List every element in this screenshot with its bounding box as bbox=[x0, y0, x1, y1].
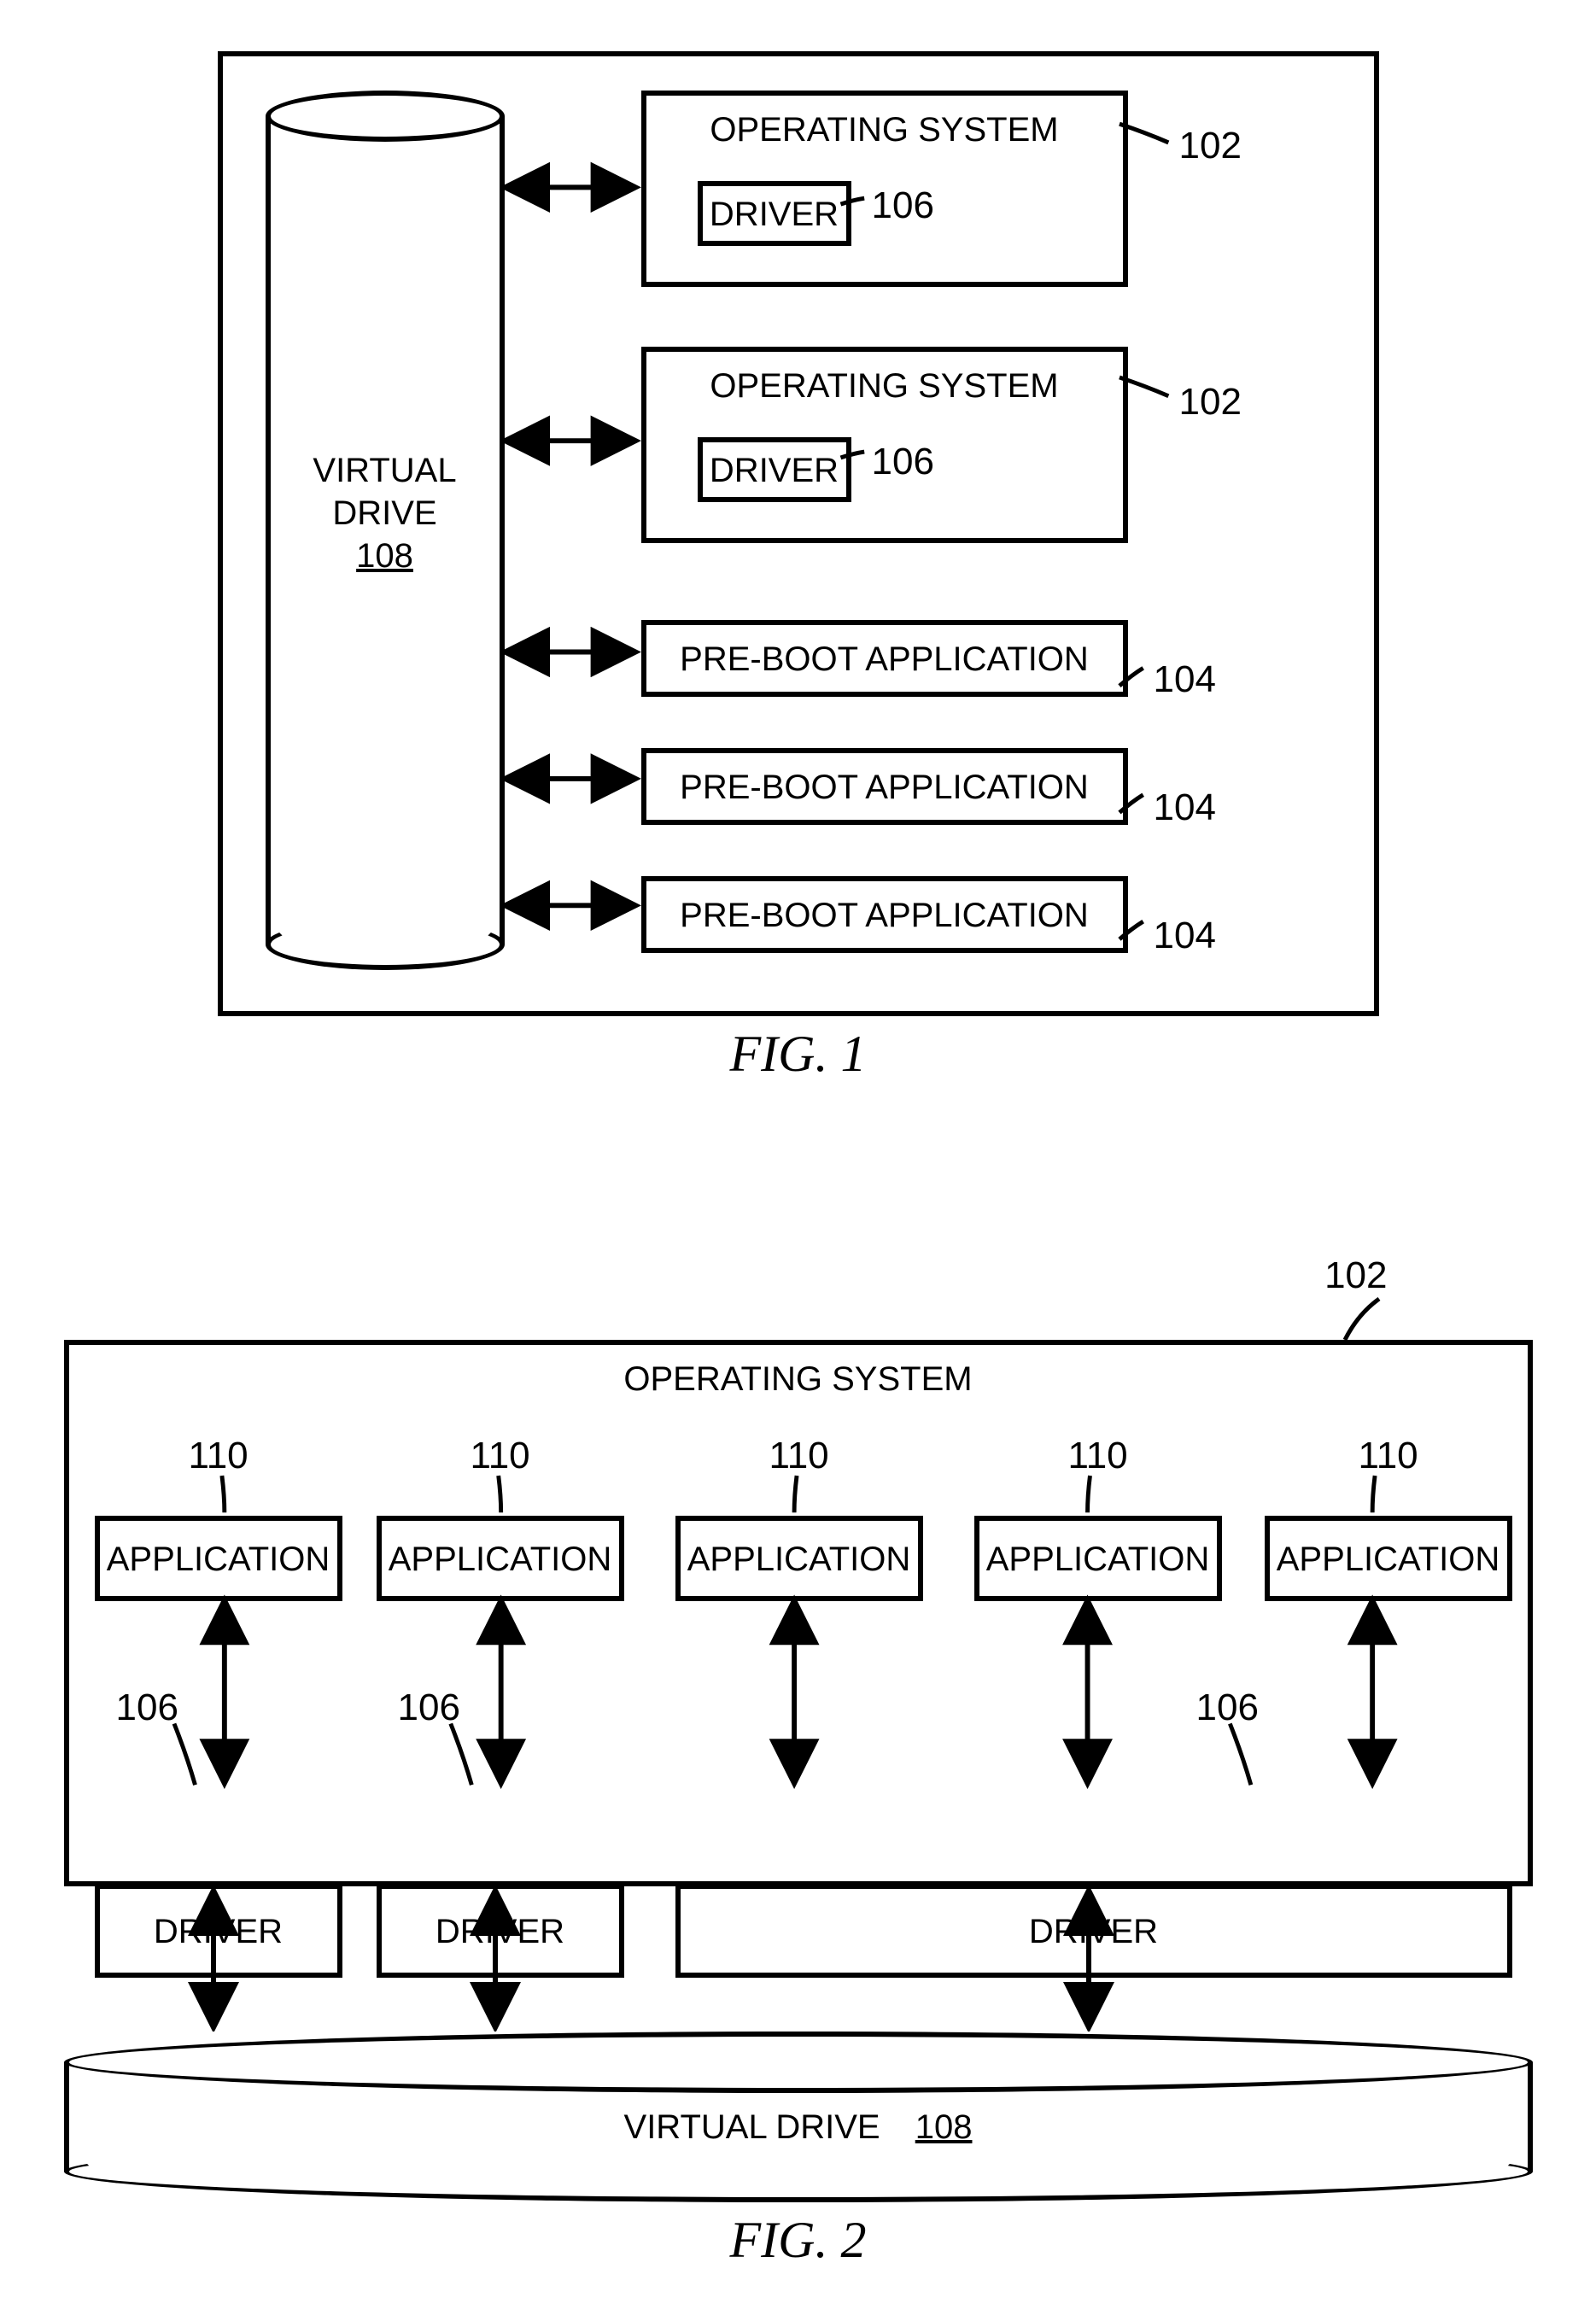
ref-label: 110 bbox=[1359, 1435, 1418, 1477]
ref-label: 102 bbox=[1179, 125, 1242, 167]
fig2-driver-disc-arrows bbox=[64, 1886, 1533, 2032]
virtual-drive-disc: VIRTUAL DRIVE 108 bbox=[64, 2032, 1533, 2202]
ref-label: 104 bbox=[1154, 915, 1216, 957]
os-title: OPERATING SYSTEM bbox=[646, 111, 1123, 149]
fig1-right-stack: OPERATING SYSTEM DRIVER OPERATING SYSTEM… bbox=[641, 91, 1340, 977]
pre-boot-application-box: PRE-BOOT APPLICATION bbox=[641, 748, 1128, 825]
application-box: APPLICATION bbox=[377, 1516, 624, 1601]
ref-label: 106 bbox=[872, 184, 934, 227]
application-box: APPLICATION bbox=[675, 1516, 923, 1601]
ref-label: 106 bbox=[398, 1687, 460, 1729]
ref-label: 102 bbox=[1179, 381, 1242, 424]
ref-label: 106 bbox=[116, 1687, 178, 1729]
figure-caption: FIG. 1 bbox=[218, 1025, 1379, 1084]
ref-label: 106 bbox=[872, 441, 934, 483]
pre-boot-application-box: PRE-BOOT APPLICATION bbox=[641, 876, 1128, 953]
application-box: APPLICATION bbox=[95, 1516, 342, 1601]
virtual-drive-cylinder: VIRTUAL DRIVE 108 bbox=[266, 91, 505, 970]
figure-caption: FIG. 2 bbox=[64, 2211, 1533, 2270]
fig1-outer-box: VIRTUAL DRIVE 108 OPERATING SYSTEM DRIVE… bbox=[218, 51, 1379, 1016]
figure-2: 102 OPERATING SYSTEM 110 110 110 110 110… bbox=[64, 1254, 1533, 2270]
pre-boot-application-box: PRE-BOOT APPLICATION bbox=[641, 620, 1128, 697]
ref-label: 104 bbox=[1154, 786, 1216, 829]
ref-label: 104 bbox=[1154, 658, 1216, 701]
fig2-inner-overlay bbox=[69, 1345, 1528, 1881]
fig2-os-leader bbox=[64, 1254, 1533, 1340]
os-title: OPERATING SYSTEM bbox=[69, 1360, 1528, 1399]
driver-box: DRIVER bbox=[698, 437, 851, 502]
driver-box: DRIVER bbox=[698, 181, 851, 246]
ref-label: 106 bbox=[1196, 1687, 1259, 1729]
os-title: OPERATING SYSTEM bbox=[646, 367, 1123, 406]
ref-label: 110 bbox=[1068, 1435, 1128, 1477]
ref-label: 110 bbox=[471, 1435, 530, 1477]
application-box: APPLICATION bbox=[974, 1516, 1222, 1601]
ref-label: 110 bbox=[189, 1435, 248, 1477]
application-box: APPLICATION bbox=[1265, 1516, 1512, 1601]
operating-system-box: OPERATING SYSTEM 110 110 110 110 110 APP… bbox=[64, 1340, 1533, 1886]
ref-label: 110 bbox=[769, 1435, 829, 1477]
virtual-drive-label: VIRTUAL DRIVE 108 bbox=[266, 449, 505, 577]
virtual-drive-label: VIRTUAL DRIVE 108 bbox=[64, 2108, 1533, 2147]
figure-1: VIRTUAL DRIVE 108 OPERATING SYSTEM DRIVE… bbox=[218, 51, 1379, 1084]
